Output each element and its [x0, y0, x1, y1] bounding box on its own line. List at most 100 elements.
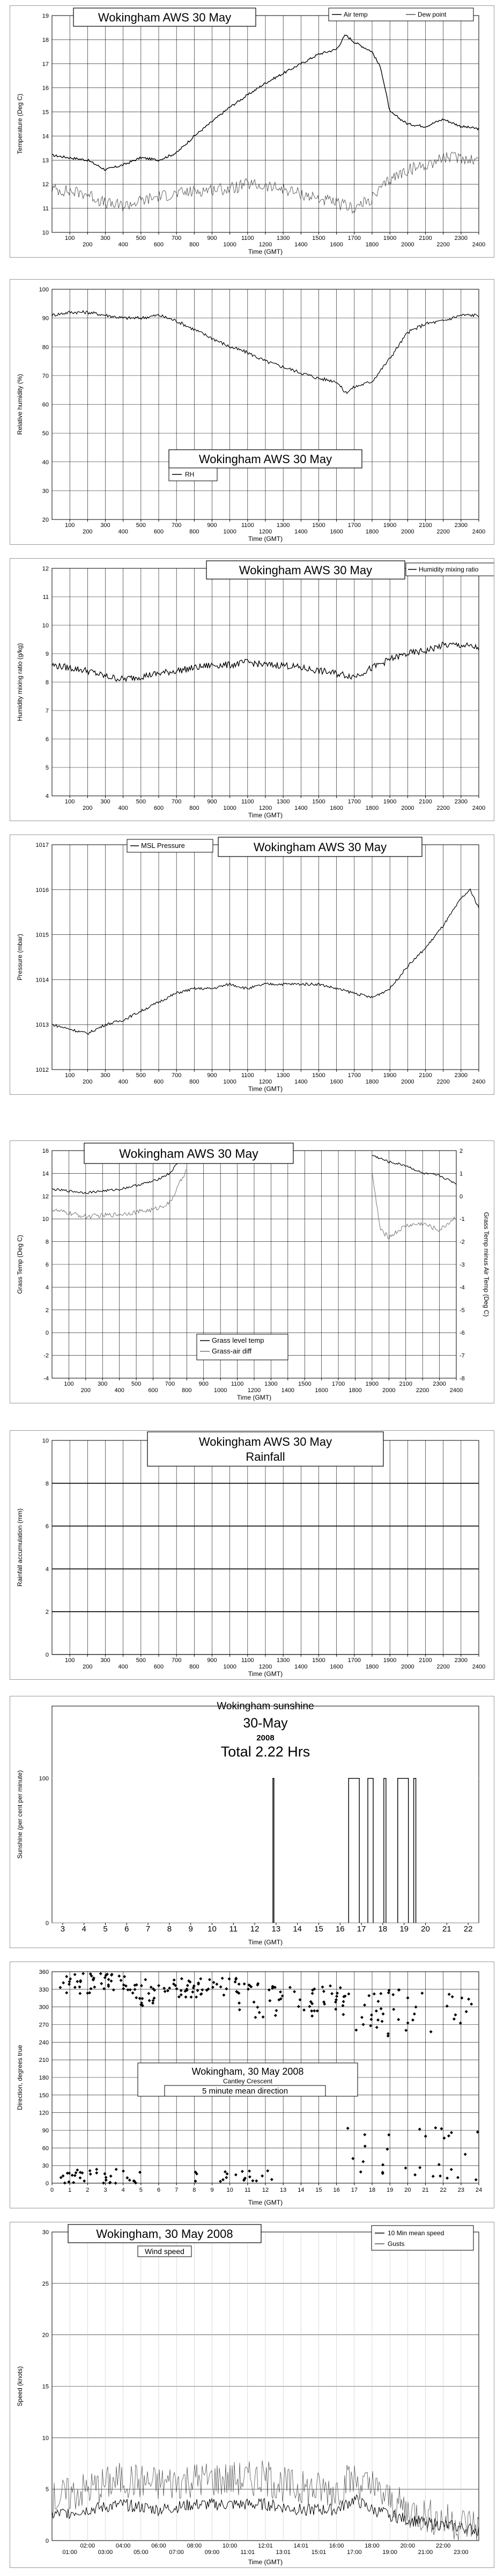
data-point	[288, 1986, 292, 1989]
x-tick-label: 700	[172, 522, 181, 529]
x-tick-label: 1700	[348, 1072, 361, 1079]
x-tick-label: 1600	[330, 241, 343, 248]
chart-panel-1: 10 11 12 13 14 15 16 17 18 19 100 200 300 400 500 600 70…	[10, 5, 494, 258]
y-tick-label: 210	[39, 2057, 49, 2063]
x-tick-label: 12	[262, 2187, 269, 2193]
x-tick-label: 1700	[348, 235, 361, 241]
data-point	[92, 1978, 95, 1981]
data-point	[186, 1984, 189, 1987]
x-tick-label: 21:00	[418, 2549, 433, 2556]
x-tick-label: 1000	[223, 1664, 236, 1670]
data-point	[334, 2007, 338, 2011]
data-point	[157, 1984, 161, 1987]
data-point	[237, 1982, 241, 1986]
x-tick-label: 700	[165, 1381, 175, 1387]
legend-label: 10 Min mean speed	[388, 2229, 444, 2237]
data-point	[252, 2000, 256, 2004]
data-point	[248, 2175, 251, 2179]
y2-tick-label: 0	[459, 1194, 463, 1200]
x-tick-label: 800	[189, 241, 199, 248]
chart-svg: -4-20246810121416-8-7-6-5-4-3-2-10121002…	[16, 1143, 490, 1401]
series-line-grass-level-temp	[52, 1151, 187, 1194]
data-point	[238, 2001, 241, 2005]
y2-tick-label: -6	[459, 1330, 465, 1336]
data-point	[107, 1985, 110, 1988]
y-tick-label: 0	[46, 1652, 49, 1658]
data-point	[376, 2000, 380, 2003]
y-tick-label: 30	[42, 2229, 49, 2236]
data-point	[201, 1988, 204, 1992]
data-point	[104, 2178, 108, 2182]
y-tick-label: 12	[42, 566, 49, 572]
data-point	[151, 1999, 155, 2002]
y-axis-label: Grass Temp (Deg C)	[16, 1235, 24, 1294]
x-tick-label: 600	[154, 1079, 164, 1085]
x-tick-label: 1400	[281, 1387, 294, 1394]
y-tick-label: 0	[46, 2538, 49, 2544]
y-tick-label: 0	[46, 1330, 49, 1336]
data-point	[212, 1981, 216, 1985]
data-point	[454, 2013, 457, 2017]
y-tick-label: 330	[39, 1987, 49, 1993]
x-tick-label: 17:00	[347, 2549, 362, 2556]
x-tick-label: 2200	[436, 1664, 449, 1670]
sunshine-bar	[348, 1777, 360, 1923]
x-tick-label: 2400	[450, 1387, 463, 1394]
data-point	[255, 2179, 258, 2183]
chart-panel-7: 0 100 3 4 5 6 7 8 9 10 11 12 13 14 15 16 17 18 19 20 21 22 Tim…	[10, 1696, 494, 1948]
x-tick-label: 200	[81, 1387, 91, 1394]
chart-svg: 0 2 4 6 8 10 100 200 300 400 500 600 700 800 900 1000 11…	[16, 1431, 485, 1678]
data-point	[273, 1986, 277, 1989]
data-point	[256, 2006, 260, 2009]
data-point	[124, 1984, 128, 1988]
data-point	[68, 1980, 71, 1984]
x-tick-label: 15	[314, 1924, 323, 1934]
data-point	[418, 2127, 421, 2131]
data-point	[277, 1998, 281, 2002]
data-point	[387, 1991, 390, 1995]
data-point	[138, 2170, 142, 2174]
data-point	[354, 2028, 358, 2032]
data-point	[227, 1977, 231, 1981]
x-tick-label: 1600	[330, 1664, 343, 1670]
x-tick-label: 1000	[214, 1387, 227, 1394]
y-tick-label: 10	[42, 1216, 49, 1223]
data-point	[447, 2134, 450, 2138]
x-tick-label: 8	[167, 1924, 172, 1934]
series-line-air-temp	[52, 34, 479, 171]
x-tick-label: 900	[207, 1072, 217, 1079]
data-point	[251, 2179, 255, 2183]
data-point	[406, 1996, 410, 2000]
data-point	[114, 2168, 118, 2171]
chart-panel-8: 0 30 60 90 120 150 180 210 240 270 300 330 360 0 1 2 3 4 5…	[10, 1962, 494, 2208]
x-tick-label: 2000	[382, 1387, 395, 1394]
data-point	[261, 2015, 265, 2019]
x-tick-label: 7	[175, 2187, 178, 2193]
x-tick-label: 300	[100, 1072, 110, 1079]
y-axis-label: Temperature (Deg C)	[16, 94, 24, 155]
data-point	[374, 2009, 378, 2013]
x-tick-label: 16	[333, 2187, 340, 2193]
x-tick-label: 1600	[330, 805, 343, 811]
x-tick-label: 2200	[436, 241, 449, 248]
y2-tick-label: -4	[459, 1284, 465, 1291]
x-tick-label: 1200	[259, 1664, 272, 1670]
data-point	[63, 2181, 66, 2185]
x-tick-label: 18	[379, 1924, 388, 1934]
data-point	[431, 2175, 435, 2178]
x-tick-label: 800	[189, 1664, 199, 1670]
data-point	[89, 1987, 93, 1990]
x-tick-label: 18	[369, 2187, 375, 2193]
data-point	[128, 1988, 132, 1992]
data-point	[76, 1980, 79, 1984]
x-tick-label: 100	[65, 1072, 75, 1079]
data-point	[121, 2169, 125, 2173]
x-tick-label: 600	[154, 241, 164, 248]
data-point	[131, 1991, 135, 1995]
data-point	[139, 2003, 143, 2007]
y-tick-label: 15	[42, 2384, 49, 2390]
data-point	[93, 1985, 97, 1989]
x-tick-label: 2000	[401, 241, 414, 248]
data-point	[95, 2171, 99, 2175]
data-point	[119, 1979, 123, 1982]
